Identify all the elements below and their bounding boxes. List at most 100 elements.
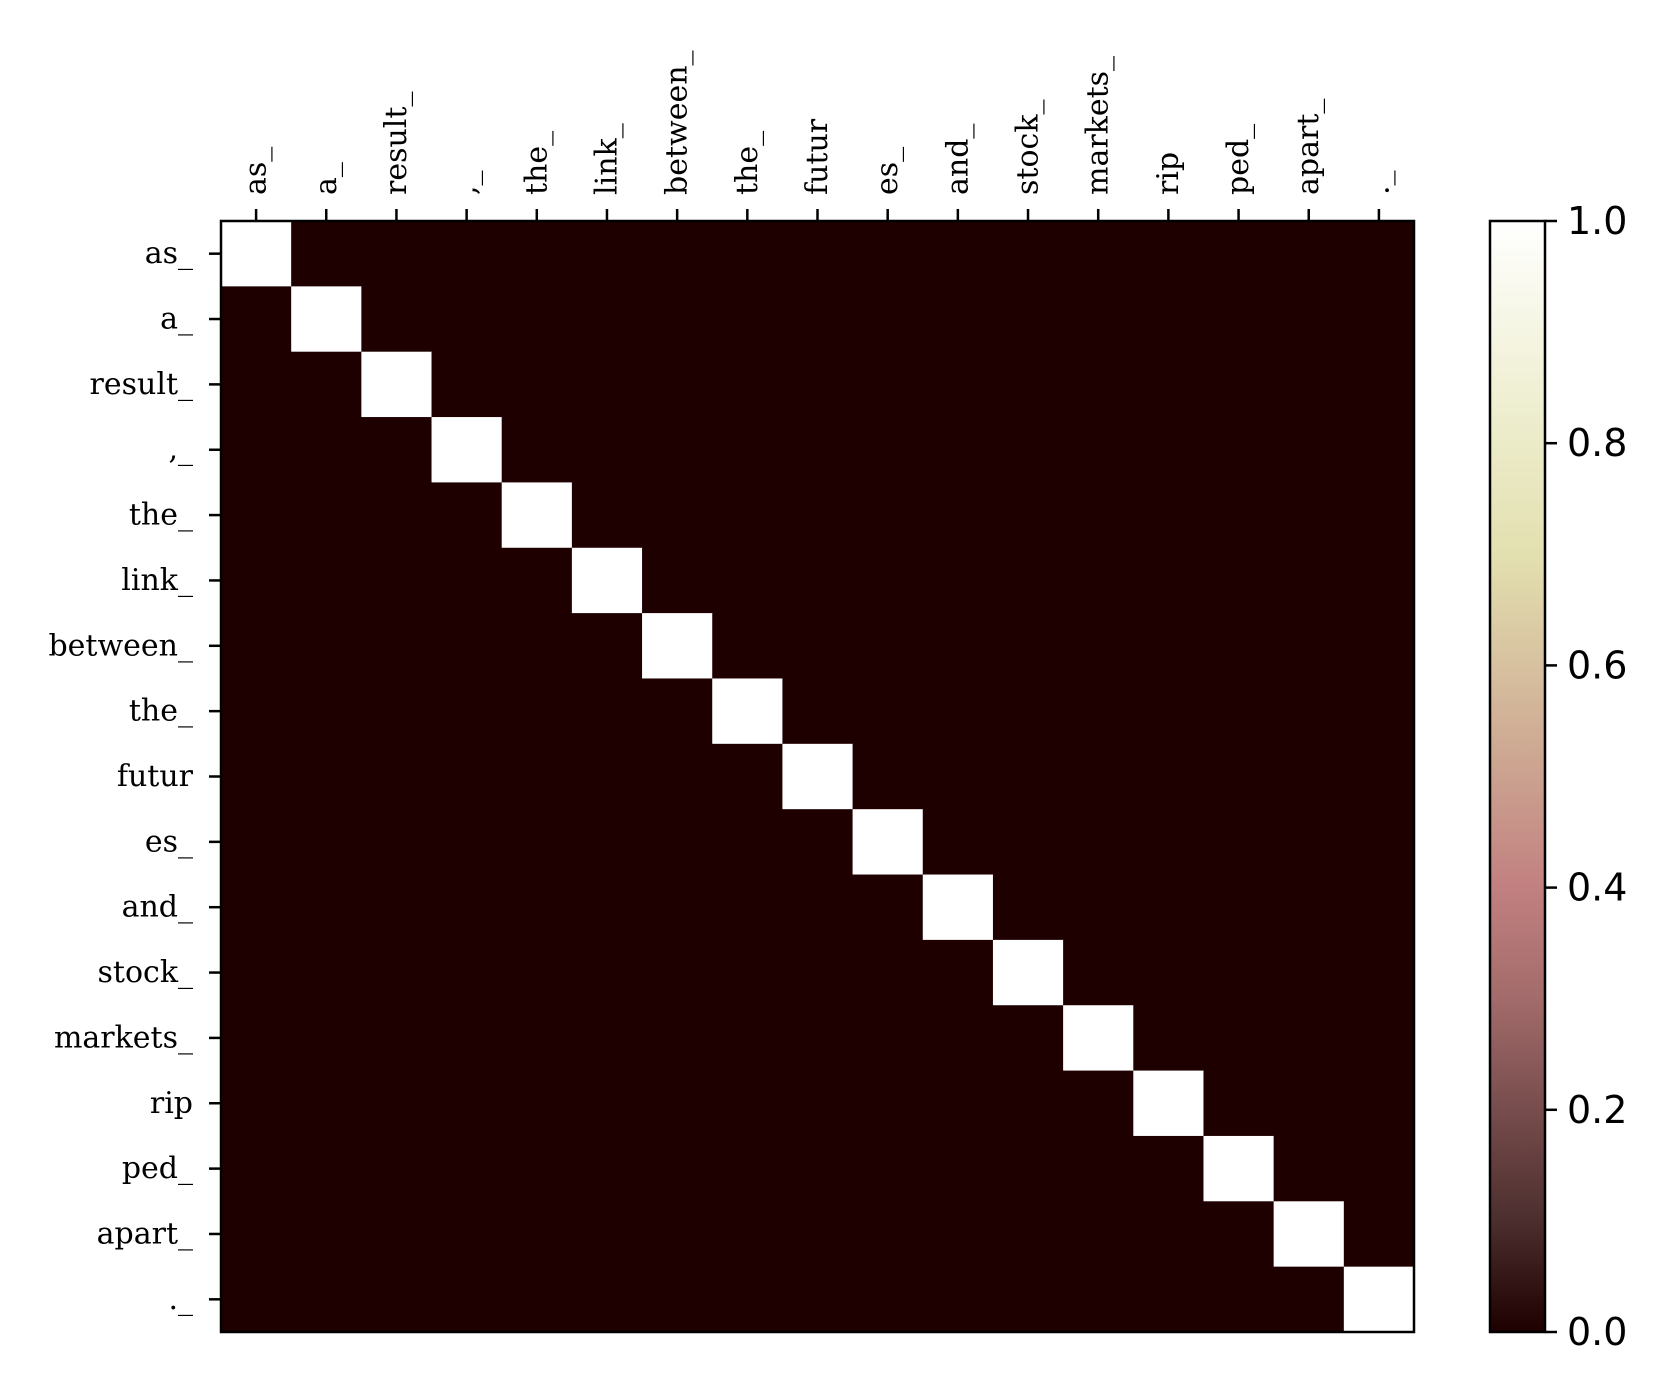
- heatmap-cell: [712, 286, 783, 353]
- heatmap-cell: [221, 351, 292, 418]
- heatmap-cell: [1133, 1201, 1204, 1268]
- heatmap-cell: [642, 743, 713, 810]
- x-tick-label: apart_: [1291, 99, 1326, 195]
- heatmap-cell: [571, 809, 643, 876]
- heatmap-cell: [992, 417, 1064, 483]
- heatmap-cell: [291, 1135, 362, 1202]
- heatmap-cell: [361, 417, 433, 483]
- heatmap-cell: [361, 1266, 433, 1333]
- heatmap-cell: [1063, 286, 1134, 353]
- colorbar-ticks: 0.0 0.2 0.4 0.6 0.8 1.0: [1545, 199, 1627, 1354]
- heatmap-cell: [1203, 286, 1275, 353]
- heatmap-cell: [291, 286, 362, 353]
- heatmap-cell: [1343, 547, 1415, 614]
- heatmap-cell: [992, 939, 1064, 1006]
- heatmap-cell: [642, 1266, 713, 1333]
- heatmap-cell: [571, 1070, 643, 1137]
- heatmap-cell: [1063, 874, 1134, 941]
- heatmap-cell: [221, 1005, 292, 1072]
- heatmap-cell: [852, 1201, 924, 1268]
- heatmap-cell: [852, 1070, 924, 1137]
- heatmap-cell: [571, 547, 643, 614]
- colorbar-tick-label: 0.0: [1567, 1310, 1627, 1354]
- heatmap-cell: [1273, 417, 1345, 483]
- heatmap-cell: [501, 221, 573, 287]
- heatmap-cell: [642, 1005, 713, 1072]
- heatmap-cell: [1203, 874, 1275, 941]
- heatmap-cell: [642, 613, 713, 679]
- heatmap-cell: [1273, 743, 1345, 810]
- heatmap-cell: [992, 678, 1064, 745]
- heatmap-cell: [712, 221, 783, 287]
- heatmap-cell: [431, 743, 503, 810]
- heatmap-cell: [922, 1266, 994, 1333]
- x-tick-label: between_: [660, 50, 695, 195]
- heatmap-cell: [501, 613, 573, 679]
- heatmap-cell: [642, 547, 713, 614]
- heatmap-cell: [1273, 1135, 1345, 1202]
- heatmap-cell: [1273, 482, 1345, 549]
- heatmap-cell: [1343, 417, 1415, 483]
- heatmap-cell: [501, 482, 573, 549]
- heatmap-cell: [922, 221, 994, 287]
- y-tick-label: ._: [168, 1282, 193, 1317]
- x-tick-label: futur: [800, 118, 835, 195]
- heatmap-cell: [1203, 547, 1275, 614]
- x-tick-label: ,_: [449, 170, 484, 195]
- heatmap-cell: [291, 874, 362, 941]
- heatmap-cell: [361, 221, 433, 287]
- heatmap-cell: [782, 1135, 854, 1202]
- heatmap-cell: [642, 221, 713, 287]
- heatmap-cell: [1343, 1266, 1415, 1333]
- heatmap-cell: [361, 1070, 433, 1137]
- heatmap-cell: [1203, 1070, 1275, 1137]
- heatmap-cell: [1273, 351, 1345, 418]
- heatmap-cell: [501, 1005, 573, 1072]
- heatmap-cell: [852, 351, 924, 418]
- heatmap-cell: [712, 482, 783, 549]
- heatmap-cell: [361, 1005, 433, 1072]
- heatmap-cell: [1133, 547, 1204, 614]
- heatmap-cell: [291, 809, 362, 876]
- heatmap-cell: [221, 1070, 292, 1137]
- heatmap-cell: [922, 286, 994, 353]
- heatmap-cell: [1203, 743, 1275, 810]
- heatmap-cell: [712, 678, 783, 745]
- heatmap-cell: [922, 1135, 994, 1202]
- heatmap-cell: [782, 547, 854, 614]
- heatmap-cell: [501, 743, 573, 810]
- heatmap-cell: [1133, 743, 1204, 810]
- heatmap-cell: [1343, 1070, 1415, 1137]
- heatmap-cell: [361, 874, 433, 941]
- heatmap-cell: [571, 1201, 643, 1268]
- heatmap-cell: [992, 874, 1064, 941]
- y-tick-label: link_: [121, 563, 193, 598]
- heatmap-cell: [852, 939, 924, 1006]
- heatmap-cell: [852, 547, 924, 614]
- heatmap-cell: [221, 482, 292, 549]
- heatmap-cell: [922, 417, 994, 483]
- heatmap-cell: [361, 613, 433, 679]
- heatmap-cell: [782, 874, 854, 941]
- heatmap-cell: [1133, 1135, 1204, 1202]
- heatmap-cell: [1343, 678, 1415, 745]
- heatmap-cell: [361, 1201, 433, 1268]
- heatmap-cell: [1063, 547, 1134, 614]
- heatmap-cell: [571, 417, 643, 483]
- heatmap-cell: [1133, 1070, 1204, 1137]
- heatmap-cell: [571, 1266, 643, 1333]
- heatmap-cell: [221, 221, 292, 287]
- heatmap-cell: [571, 874, 643, 941]
- heatmap-cell: [1203, 351, 1275, 418]
- heatmap-cell: [1273, 1070, 1345, 1137]
- heatmap-cell: [1203, 809, 1275, 876]
- heatmap-cell: [782, 678, 854, 745]
- heatmap-cell: [852, 1266, 924, 1333]
- heatmap-cell: [992, 286, 1064, 353]
- heatmap-cell: [782, 351, 854, 418]
- heatmap-cell: [1343, 351, 1415, 418]
- heatmap-cell: [431, 939, 503, 1006]
- heatmap-cell: [782, 482, 854, 549]
- heatmap-cell: [1063, 221, 1134, 287]
- heatmap-cell: [291, 1201, 362, 1268]
